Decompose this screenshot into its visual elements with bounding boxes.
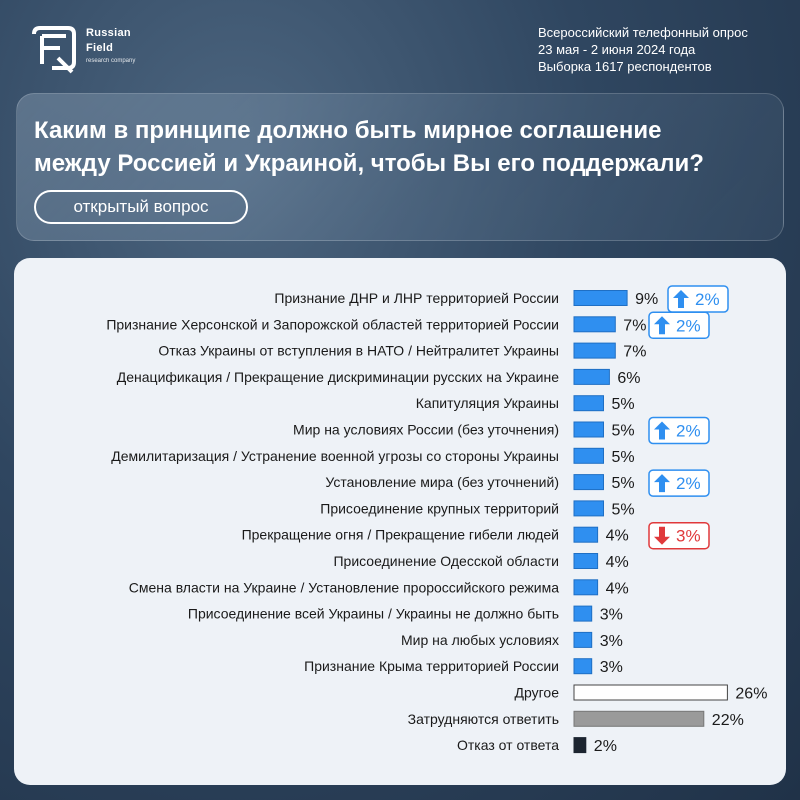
question-panel: [16, 93, 784, 241]
change-value: 2%: [676, 474, 701, 493]
category-label: Присоединение всей Украины / Украины не …: [188, 606, 559, 622]
bar: [573, 342, 616, 359]
bar: [573, 316, 616, 333]
brand-line-2: Field: [86, 42, 114, 54]
change-value: 3%: [676, 527, 701, 546]
category-label: Признание ДНР и ЛНР территорией России: [274, 290, 559, 306]
bar: [573, 553, 599, 569]
bar: [573, 368, 610, 385]
value-label: 5%: [612, 396, 635, 413]
survey-method: Всероссийский телефонный опрос: [538, 25, 748, 40]
bar-chart: Признание ДНР и ЛНР территорией России 9%…: [106, 285, 767, 755]
bar: [573, 421, 604, 438]
brand-name: Russian Field research company: [86, 27, 136, 65]
category-label: Капитуляция Украины: [416, 395, 559, 411]
bar: [573, 447, 604, 464]
value-label: 4%: [606, 528, 629, 545]
category-label: Другое: [515, 685, 560, 701]
bar: [573, 290, 628, 306]
bar: [573, 737, 587, 754]
category-label: Отказ от ответа: [457, 737, 559, 753]
category-label: Мир на условиях России (без уточнения): [293, 422, 559, 438]
category-label: Прекращение огня / Прекращение гибели лю…: [242, 527, 559, 543]
value-label: 7%: [623, 344, 646, 361]
bar: [573, 579, 599, 596]
value-label: 4%: [606, 580, 629, 597]
category-label: Признание Херсонской и Запорожской облас…: [106, 316, 559, 332]
category-label: Присоединение Одесской области: [333, 553, 559, 569]
value-label: 5%: [612, 423, 635, 440]
value-label: 3%: [600, 633, 623, 650]
arrow-up-icon: [654, 474, 670, 493]
value-label: 5%: [612, 501, 635, 518]
arrow-down-icon: [654, 526, 670, 545]
bar: [573, 526, 599, 543]
arrow-up-icon: [654, 316, 670, 335]
value-label: 9%: [635, 291, 658, 308]
bar: [573, 710, 705, 727]
brand-line-1: Russian: [86, 27, 131, 39]
category-label: Присоединение крупных территорий: [320, 500, 559, 516]
bar: [573, 395, 604, 412]
value-label: 4%: [606, 554, 629, 571]
category-label: Демилитаризация / Устранение военной угр…: [111, 448, 559, 464]
value-label: 3%: [600, 659, 623, 676]
bar: [573, 631, 593, 648]
bar: [573, 605, 593, 622]
russian-field-logo-icon: [32, 26, 76, 74]
brand-tagline: research company: [86, 58, 136, 64]
value-label: 2%: [594, 738, 617, 755]
category-label: Признание Крыма территорией России: [304, 658, 559, 674]
question-line-1: Каким в принципе должно быть мирное согл…: [34, 117, 662, 144]
question-line-2: между Россией и Украиной, чтобы Вы его п…: [34, 150, 704, 177]
change-value: 2%: [676, 316, 701, 335]
bar: [573, 658, 593, 675]
value-label: 3%: [600, 607, 623, 624]
value-label: 22%: [712, 712, 744, 729]
value-label: 5%: [612, 475, 635, 492]
value-label: 26%: [735, 686, 767, 703]
bar: [573, 500, 604, 517]
value-label: 5%: [612, 449, 635, 466]
category-label: Денацификация / Прекращение дискриминаци…: [117, 369, 559, 385]
category-label: Установление мира (без уточнений): [325, 474, 559, 490]
category-label: Отказ Украины от вступления в НАТО / Ней…: [158, 343, 559, 359]
arrow-up-icon: [673, 290, 689, 308]
change-value: 2%: [695, 290, 720, 309]
category-label: Смена власти на Украине / Установление п…: [129, 579, 559, 595]
survey-dates: 23 мая - 2 июня 2024 года: [538, 42, 696, 57]
survey-sample: Выборка 1617 респондентов: [538, 59, 712, 74]
value-label: 7%: [623, 317, 646, 334]
change-value: 2%: [676, 422, 701, 441]
survey-info: Всероссийский телефонный опрос 23 мая - …: [538, 24, 748, 75]
question-type-badge: открытый вопрос: [34, 190, 248, 224]
bar: [573, 474, 604, 491]
category-label: Затрудняются ответить: [408, 711, 559, 727]
question-title: Каким в принципе должно быть мирное согл…: [34, 114, 774, 180]
chart-card: Признание ДНР и ЛНР территорией России 9%…: [14, 258, 786, 785]
arrow-up-icon: [654, 421, 670, 440]
category-label: Мир на любых условиях: [401, 632, 559, 648]
value-label: 6%: [617, 370, 640, 387]
bar: [573, 684, 728, 701]
